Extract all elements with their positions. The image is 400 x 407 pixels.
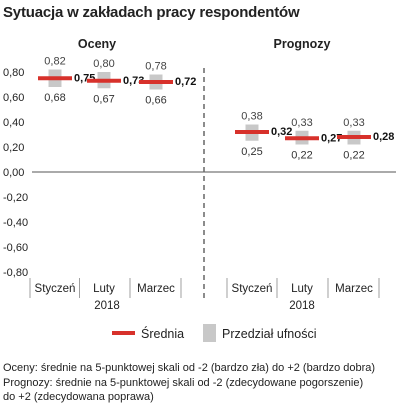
axis-layer: 0,80 0,60 0,40 0,20 0,00 -0,20 -0,40 -0,60 -0,80… bbox=[3, 37, 396, 312]
x-tick-label: Marzec bbox=[335, 283, 373, 295]
panel-title: Oceny bbox=[78, 37, 116, 51]
legend-interval-swatch bbox=[203, 324, 216, 342]
y-tick-label: 0,00 bbox=[3, 167, 24, 179]
x-tick-label: Styczeń bbox=[232, 283, 273, 295]
upper-bound-label: 0,82 bbox=[44, 56, 65, 68]
x-tick-label: Marzec bbox=[137, 283, 175, 295]
y-tick-label: -0,40 bbox=[3, 217, 28, 229]
y-tick-label: 0,40 bbox=[3, 117, 24, 129]
footnote-1: Oceny: średnie na 5-punktowej skali od -… bbox=[3, 362, 376, 374]
legend-interval-label: Przedział ufności bbox=[222, 327, 317, 341]
lower-bound-label: 0,66 bbox=[145, 95, 166, 107]
lower-bound-label: 0,22 bbox=[291, 150, 312, 162]
x-tick-label: Luty bbox=[291, 283, 313, 295]
lower-bound-label: 0,25 bbox=[241, 146, 262, 158]
lower-bound-label: 0,22 bbox=[343, 150, 364, 162]
mean-value-label: 0,32 bbox=[271, 126, 292, 138]
lower-bound-label: 0,67 bbox=[93, 93, 114, 105]
y-tick-label: -0,80 bbox=[3, 267, 28, 279]
mean-value-label: 0,28 bbox=[373, 131, 394, 143]
upper-bound-label: 0,38 bbox=[241, 111, 262, 123]
y-tick-label: -0,60 bbox=[3, 242, 28, 254]
upper-bound-label: 0,33 bbox=[291, 117, 312, 129]
y-tick-label: 0,60 bbox=[3, 92, 24, 104]
chart-title: Sytuacja w zakładach pracy respondentów bbox=[3, 4, 300, 21]
x-tick-label: Luty bbox=[93, 283, 115, 295]
x-group-year-label: 2018 bbox=[289, 300, 315, 312]
panel-title: Prognozy bbox=[274, 37, 331, 51]
footnote-3: do +2 (zdecydowana poprawa) bbox=[3, 391, 154, 403]
upper-bound-label: 0,33 bbox=[343, 117, 364, 129]
footnote-2: Prognozy: średnie na 5-punktowej skali o… bbox=[3, 376, 364, 389]
legend: Średnia Przedział ufności bbox=[112, 324, 317, 342]
x-tick-label: Styczeń bbox=[35, 283, 76, 295]
mean-value-label: 0,72 bbox=[175, 76, 196, 88]
upper-bound-label: 0,80 bbox=[93, 58, 114, 70]
upper-bound-label: 0,78 bbox=[145, 61, 166, 73]
y-tick-label: 0,20 bbox=[3, 142, 24, 154]
lower-bound-label: 0,68 bbox=[44, 92, 65, 104]
y-tick-label: -0,20 bbox=[3, 192, 28, 204]
x-group-year-label: 2018 bbox=[94, 300, 120, 312]
y-tick-label: 0,80 bbox=[3, 67, 24, 79]
legend-mean-label: Średnia bbox=[141, 326, 184, 341]
marks-layer: 0,820,680,750,800,670,730,780,660,720,38… bbox=[38, 56, 394, 162]
